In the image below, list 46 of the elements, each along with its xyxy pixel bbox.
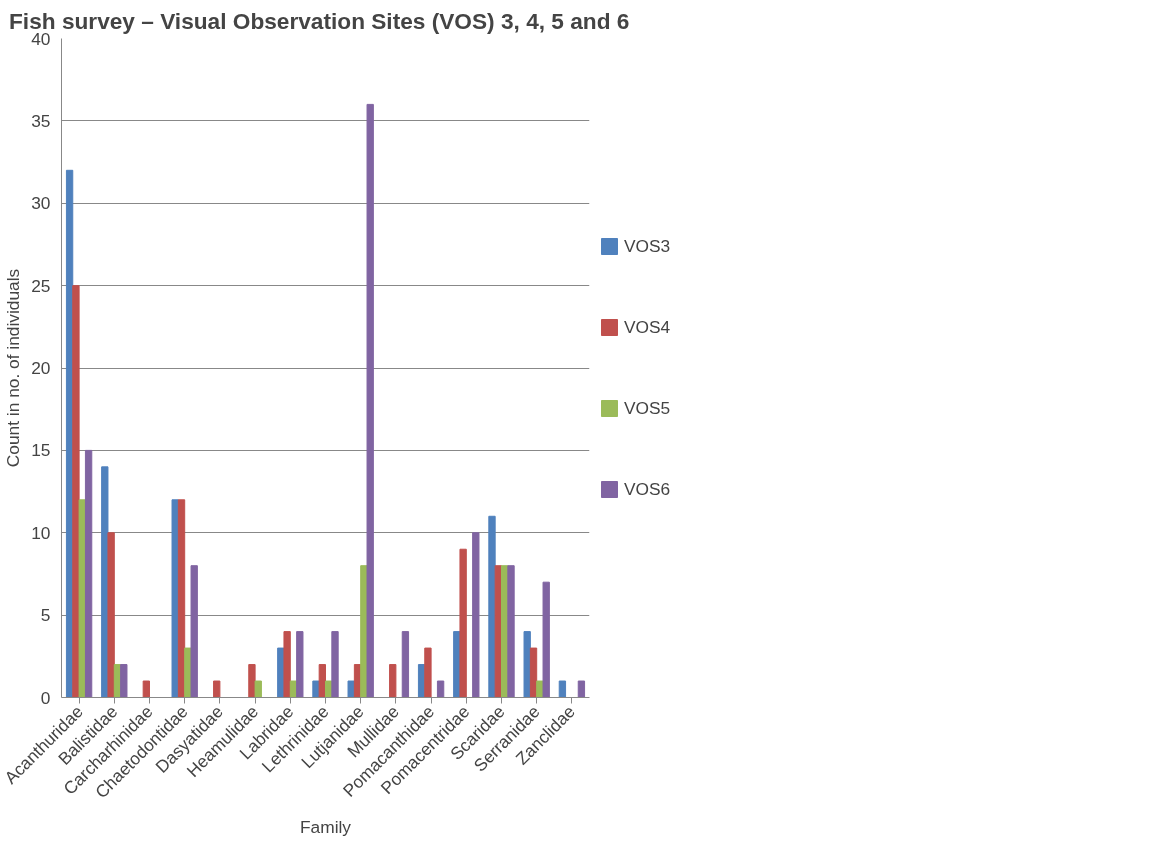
bar (84, 449, 93, 698)
bar (213, 680, 221, 698)
bar (331, 631, 339, 698)
bar (283, 631, 291, 698)
bar (401, 631, 410, 698)
y-tick-label: 20 (31, 358, 51, 378)
bar (296, 631, 304, 698)
bar (507, 565, 515, 698)
bar (366, 103, 374, 698)
y-tick-label: 10 (31, 522, 51, 543)
y-tick-label: 35 (31, 110, 51, 131)
bar (171, 499, 179, 698)
bar (389, 664, 397, 698)
bar (190, 565, 198, 698)
bar (142, 680, 150, 698)
bar (248, 664, 256, 698)
bar (523, 631, 531, 698)
bar (120, 664, 128, 698)
y-tick-label: 5 (40, 605, 51, 626)
y-tick-label: 0 (40, 687, 51, 708)
y-tick-label: 15 (31, 440, 51, 461)
bar (472, 532, 480, 698)
bar (436, 680, 445, 698)
bar (72, 285, 80, 698)
y-tick-label: 30 (31, 193, 51, 214)
y-tick-label: 25 (31, 275, 51, 296)
bar (107, 532, 115, 698)
bar (542, 581, 550, 698)
bar (558, 680, 567, 698)
bar (459, 548, 467, 698)
bar (529, 647, 538, 698)
bar (312, 680, 320, 698)
bar (488, 515, 496, 698)
y-axis-title: Count in no. of individuals (3, 268, 24, 468)
bar (177, 499, 186, 698)
legend-label: VOS3 (624, 235, 671, 257)
legend-label: VOS6 (624, 478, 671, 500)
legend-label: VOS5 (624, 397, 671, 419)
bar (101, 466, 109, 698)
bar (78, 499, 86, 698)
bar (254, 680, 262, 698)
bar (424, 647, 432, 698)
bar (347, 680, 355, 698)
bar (577, 680, 586, 698)
legend-label: VOS4 (624, 316, 671, 338)
x-axis-title: Family (299, 817, 352, 838)
